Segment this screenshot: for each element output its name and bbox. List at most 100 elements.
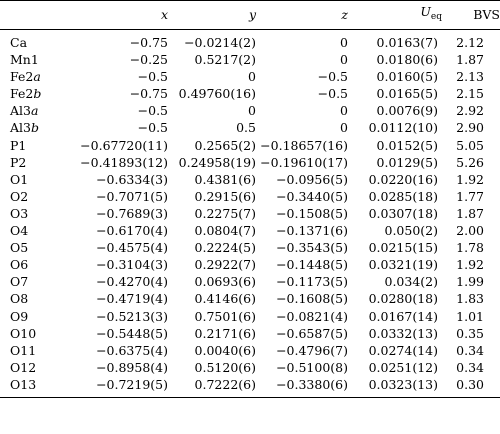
atom-name: Ca [10, 35, 28, 50]
cell-z: −0.6587(5) [276, 325, 348, 341]
table-row: O9 −0.5213(3) 0.7501(6) −0.0821(4) 0.0167(14… [0, 308, 500, 325]
cell-x: −0.6170(4) [96, 223, 168, 239]
table-row: O8 −0.4719(4) 0.4146(6) −0.1608(5) 0.0280(18… [0, 290, 500, 307]
atom-label: Fe2b [0, 85, 60, 102]
cell-ueq: 0.0167(14) [368, 308, 438, 324]
cell-y: 0.0693(6) [194, 274, 256, 290]
cell-y: 0.4381(6) [194, 171, 256, 187]
atom-label: O13 [0, 376, 60, 398]
cell-z: −0.1508(5) [276, 205, 348, 221]
cell-y: 0 [248, 69, 256, 85]
cell-z: 0 [340, 52, 348, 68]
table-row: O10 −0.5448(5) 0.2171(6) −0.6587(5) 0.0332(1… [0, 325, 500, 342]
atom-label: O4 [0, 222, 60, 239]
cell-bvs: 5.26 [456, 154, 484, 170]
cell-y: 0 [248, 103, 256, 119]
cell-x: −0.7071(5) [96, 188, 168, 204]
cell-y: 0.0040(6) [194, 342, 256, 358]
cell-ueq: 0.0323(13) [368, 376, 438, 392]
atom-name: Fe2 [10, 69, 34, 85]
atom-name: O13 [10, 376, 37, 392]
header-y: y [248, 7, 256, 23]
cell-bvs: 0.30 [456, 376, 484, 392]
cell-x: −0.4719(4) [96, 291, 168, 307]
cell-ueq: 0.0112(10) [368, 120, 438, 136]
cell-ueq: 0.050(2) [384, 223, 439, 239]
atom-label: O2 [0, 188, 60, 205]
atom-name: O5 [10, 240, 29, 256]
cell-x: −0.5 [137, 120, 168, 136]
atom-site-suffix: a [30, 103, 39, 119]
cell-ueq: 0.0285(18) [368, 188, 438, 204]
cell-z: −0.4796(7) [276, 342, 348, 358]
cell-y: 0.0804(7) [194, 223, 256, 239]
cell-ueq: 0.0274(14) [368, 342, 438, 358]
cell-x: −0.3104(3) [96, 257, 168, 273]
cell-y: 0.2922(7) [194, 257, 256, 273]
atom-label: O10 [0, 325, 60, 342]
cell-x: −0.5 [137, 103, 168, 119]
table-row: Ca −0.75 −0.0214(2) 0 0.0163(7) 2.12 [0, 30, 500, 52]
table-row: O3 −0.7689(3) 0.2275(7) −0.1508(5) 0.0307(18… [0, 205, 500, 222]
cell-bvs: 1.77 [456, 188, 484, 204]
cell-y: 0.7222(6) [194, 376, 256, 392]
atom-label: Mn1 [0, 51, 60, 68]
atom-label: O1 [0, 171, 60, 188]
cell-bvs: 2.90 [456, 120, 484, 136]
cell-bvs: 1.01 [456, 308, 484, 324]
cell-x: −0.4270(4) [96, 274, 168, 290]
cell-bvs: 1.83 [456, 291, 484, 307]
cell-z: −0.1448(5) [276, 257, 348, 273]
cell-z: −0.5 [317, 86, 348, 102]
atom-name: O7 [10, 274, 29, 290]
cell-x: −0.5 [137, 69, 168, 85]
atom-label: P1 [0, 137, 60, 154]
cell-x: −0.6375(4) [96, 342, 168, 358]
atom-label: O11 [0, 342, 60, 359]
atom-label: O8 [0, 290, 60, 307]
header-ueq-sub: eq [430, 12, 442, 23]
table-row: Fe2a −0.5 0 −0.5 0.0160(5) 2.13 [0, 68, 500, 85]
table-row: O7 −0.4270(4) 0.0693(6) −0.1173(5) 0.034(2) 1… [0, 273, 500, 290]
atom-name: O4 [10, 223, 29, 239]
cell-y: 0.2915(6) [194, 188, 256, 204]
atom-name: Mn1 [10, 52, 39, 68]
atom-name: O6 [10, 257, 29, 273]
cell-z: −0.5 [317, 69, 348, 85]
table-row: O12 −0.8958(4) 0.5120(6) −0.5100(8) 0.0251(1… [0, 359, 500, 376]
cell-y: 0.2171(6) [194, 325, 256, 341]
cell-x: −0.5448(5) [96, 325, 168, 341]
atom-label: Fe2a [0, 68, 60, 85]
cell-y: 0.4146(6) [194, 291, 256, 307]
cell-y: 0.2565(2) [194, 137, 256, 153]
cell-z: −0.1608(5) [276, 291, 348, 307]
cell-x: −0.25 [129, 52, 168, 68]
cell-bvs: 5.05 [456, 137, 484, 153]
table-row: O1 −0.6334(3) 0.4381(6) −0.0956(5) 0.0220(16… [0, 171, 500, 188]
cell-bvs: 0.34 [456, 342, 484, 358]
cell-ueq: 0.0220(16) [368, 171, 438, 187]
cell-bvs: 1.99 [456, 274, 484, 290]
cell-y: 0.5120(6) [194, 359, 256, 375]
table-row: P2 −0.41893(12) 0.24958(19) −0.19610(17) 0.0… [0, 154, 500, 171]
atom-name: O11 [10, 342, 37, 358]
table-row: Mn1 −0.25 0.5217(2) 0 0.0180(6) 1.87 [0, 51, 500, 68]
cell-ueq: 0.0332(13) [368, 325, 438, 341]
atom-site-suffix: a [33, 69, 41, 85]
table-row: O2 −0.7071(5) 0.2915(6) −0.3440(5) 0.0285(18… [0, 188, 500, 205]
header-ueq-main: U [420, 4, 431, 20]
atom-name: P2 [10, 154, 27, 170]
cell-ueq: 0.0180(6) [376, 52, 438, 68]
cell-y: 0.5 [236, 120, 256, 136]
table-row: Al3a −0.5 0 0 0.0076(9) 2.92 [0, 102, 500, 119]
cell-bvs: 1.92 [456, 257, 484, 273]
cell-x: −0.8958(4) [96, 359, 168, 375]
table-row: Al3b −0.5 0.5 0 0.0112(10) 2.90 [0, 119, 500, 136]
cell-y: −0.0214(2) [184, 35, 256, 50]
cell-z: −0.3440(5) [276, 188, 348, 204]
atom-name: Fe2 [10, 86, 34, 102]
cell-ueq: 0.0307(18) [368, 205, 438, 221]
cell-ueq: 0.034(2) [384, 274, 439, 290]
cell-ueq: 0.0152(5) [376, 137, 438, 153]
